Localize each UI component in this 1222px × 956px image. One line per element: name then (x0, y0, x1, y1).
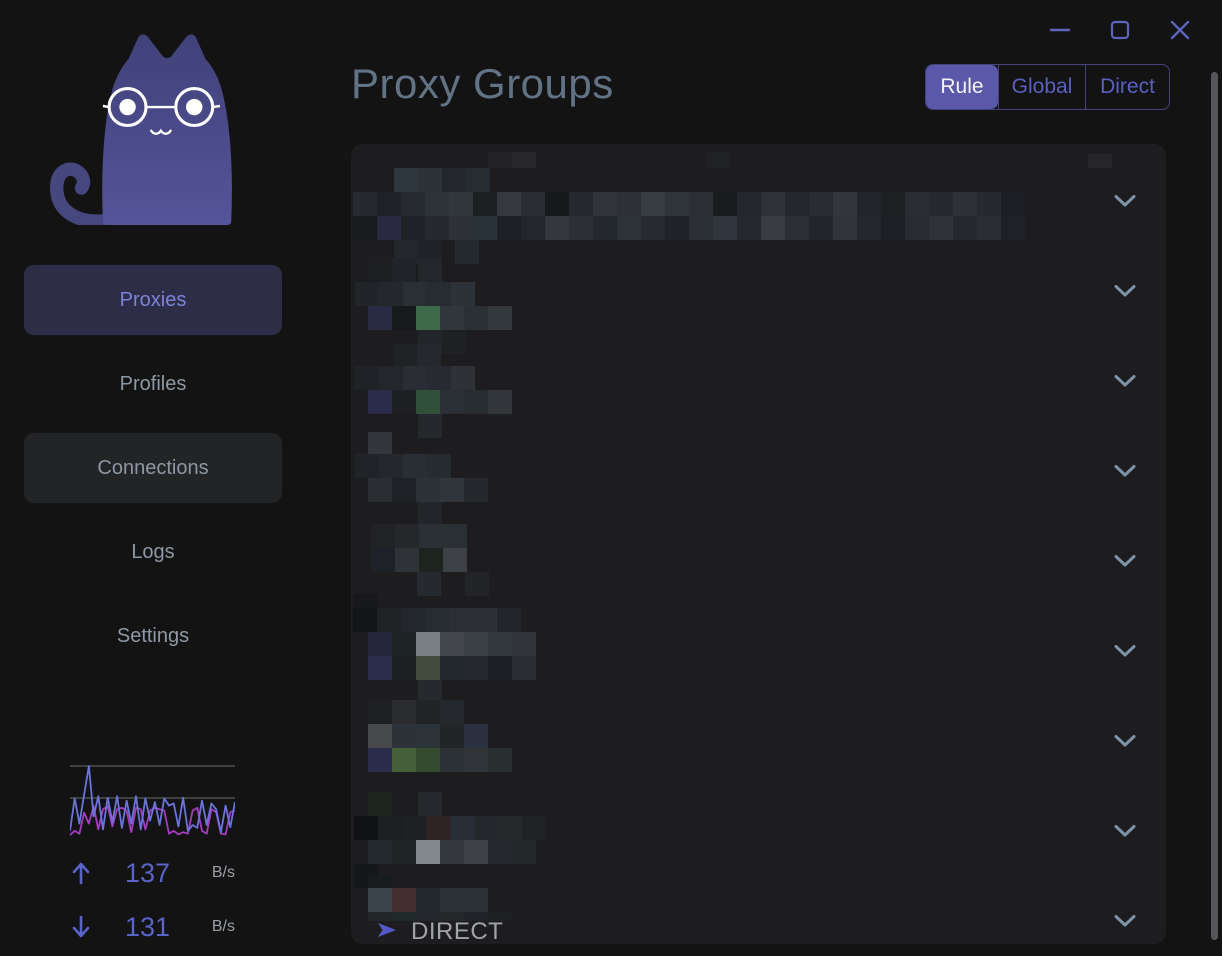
cat-eye-left (119, 98, 136, 116)
censored-mosaic-strip (368, 632, 536, 656)
upload-arrow-icon (70, 860, 96, 886)
close-button[interactable] (1160, 10, 1200, 50)
censored-mosaic-strip (355, 282, 475, 306)
censored-mosaic-strip (455, 240, 479, 264)
censored-mosaic-strip (368, 432, 392, 456)
cat-eye-right (186, 98, 203, 116)
censored-mosaic-strip (368, 748, 512, 772)
sidebar: Proxies Profiles Connections Logs Settings 1… (0, 0, 306, 956)
censored-mosaic-strip (418, 330, 466, 354)
censored-mosaic-strip (368, 724, 488, 748)
upload-speed: 137 (124, 857, 171, 888)
censored-mosaic-strip (418, 792, 442, 816)
sidebar-item-connections[interactable]: Connections (24, 433, 282, 503)
chevron-down-icon[interactable] (1111, 461, 1139, 481)
traffic-graph (70, 765, 235, 836)
cat-mouth (150, 128, 172, 135)
censored-mosaic-strip (368, 656, 536, 680)
mode-switch: Rule Global Direct (925, 64, 1170, 110)
censored-mosaic-strip (418, 414, 442, 438)
upload-row: 137 B/s (70, 858, 235, 888)
scrollbar-thumb[interactable] (1211, 72, 1218, 940)
censored-mosaic-strip (355, 366, 475, 390)
censored-mosaic-strip (353, 192, 1025, 216)
censored-mosaic-strip (393, 344, 441, 368)
censored-mosaic-strip (1088, 154, 1112, 168)
cat-body (102, 34, 232, 225)
sidebar-item-proxies[interactable]: Proxies (24, 265, 282, 335)
censored-mosaic-strip (394, 168, 490, 192)
download-arrow-icon (70, 914, 96, 940)
download-unit: B/s (211, 918, 235, 935)
censored-mosaic-strip (368, 792, 392, 816)
censored-mosaic-strip (371, 548, 467, 572)
censored-mosaic-strip (368, 876, 392, 888)
mode-button-rule[interactable]: Rule (926, 65, 998, 109)
close-icon (1170, 20, 1190, 40)
minimize-icon (1049, 28, 1071, 32)
maximize-icon (1110, 20, 1130, 40)
censored-mosaic-strip (354, 816, 546, 840)
sidebar-item-logs[interactable]: Logs (131, 540, 175, 563)
download-speed: 131 (124, 911, 171, 942)
censored-mosaic-strip (368, 888, 488, 912)
censored-mosaic-strip (353, 608, 521, 632)
censored-mosaic-strip (706, 152, 730, 168)
censored-mosaic-strip (355, 454, 451, 478)
chevron-down-icon[interactable] (1111, 371, 1139, 391)
censored-mosaic-strip (368, 390, 512, 414)
maximize-button[interactable] (1100, 10, 1140, 50)
download-row: 131 B/s (70, 912, 235, 942)
cat-tail (50, 162, 110, 228)
mode-button-global[interactable]: Global (998, 65, 1085, 109)
chevron-down-icon[interactable] (1111, 641, 1139, 661)
direct-label: DIRECT (411, 918, 504, 944)
censored-mosaic-strip (417, 572, 441, 596)
chevron-down-icon[interactable] (1111, 281, 1139, 301)
proxy-groups-panel: DIRECT (351, 144, 1166, 944)
censored-mosaic-strip (465, 572, 489, 596)
sidebar-item-profiles[interactable]: Profiles (119, 372, 187, 395)
chevron-down-icon[interactable] (1111, 191, 1139, 211)
chevron-down-icon[interactable] (1111, 731, 1139, 751)
proxy-arrow-icon (375, 918, 399, 945)
censored-mosaic-strip (418, 258, 442, 282)
censored-mosaic-strip (368, 840, 536, 864)
censored-mosaic-strip (368, 700, 464, 724)
censored-mosaic-strip (368, 306, 512, 330)
chevron-down-icon[interactable] (1111, 551, 1139, 571)
censored-mosaic-strip (368, 478, 488, 502)
sidebar-nav: Proxies Profiles Connections Logs Settings (24, 265, 282, 671)
upload-unit: B/s (211, 864, 235, 881)
sidebar-item-settings[interactable]: Settings (116, 624, 190, 647)
page-title: Proxy Groups (351, 60, 614, 107)
censored-mosaic-strip (488, 152, 536, 168)
chevron-down-icon[interactable] (1111, 821, 1139, 841)
cat-glasses (102, 87, 221, 128)
app-logo-cat (45, 25, 245, 228)
censored-mosaic-strip (418, 502, 442, 526)
censored-mosaic-strip (353, 216, 1025, 240)
mode-button-direct[interactable]: Direct (1085, 65, 1169, 109)
minimize-button[interactable] (1040, 10, 1080, 50)
proxy-item-direct[interactable]: DIRECT (375, 918, 503, 944)
censored-mosaic-strip (371, 524, 467, 548)
chevron-down-icon[interactable] (1111, 911, 1139, 931)
censored-mosaic-strip (368, 912, 512, 921)
window-controls (1040, 10, 1200, 50)
censored-mosaic-strip (368, 258, 416, 282)
